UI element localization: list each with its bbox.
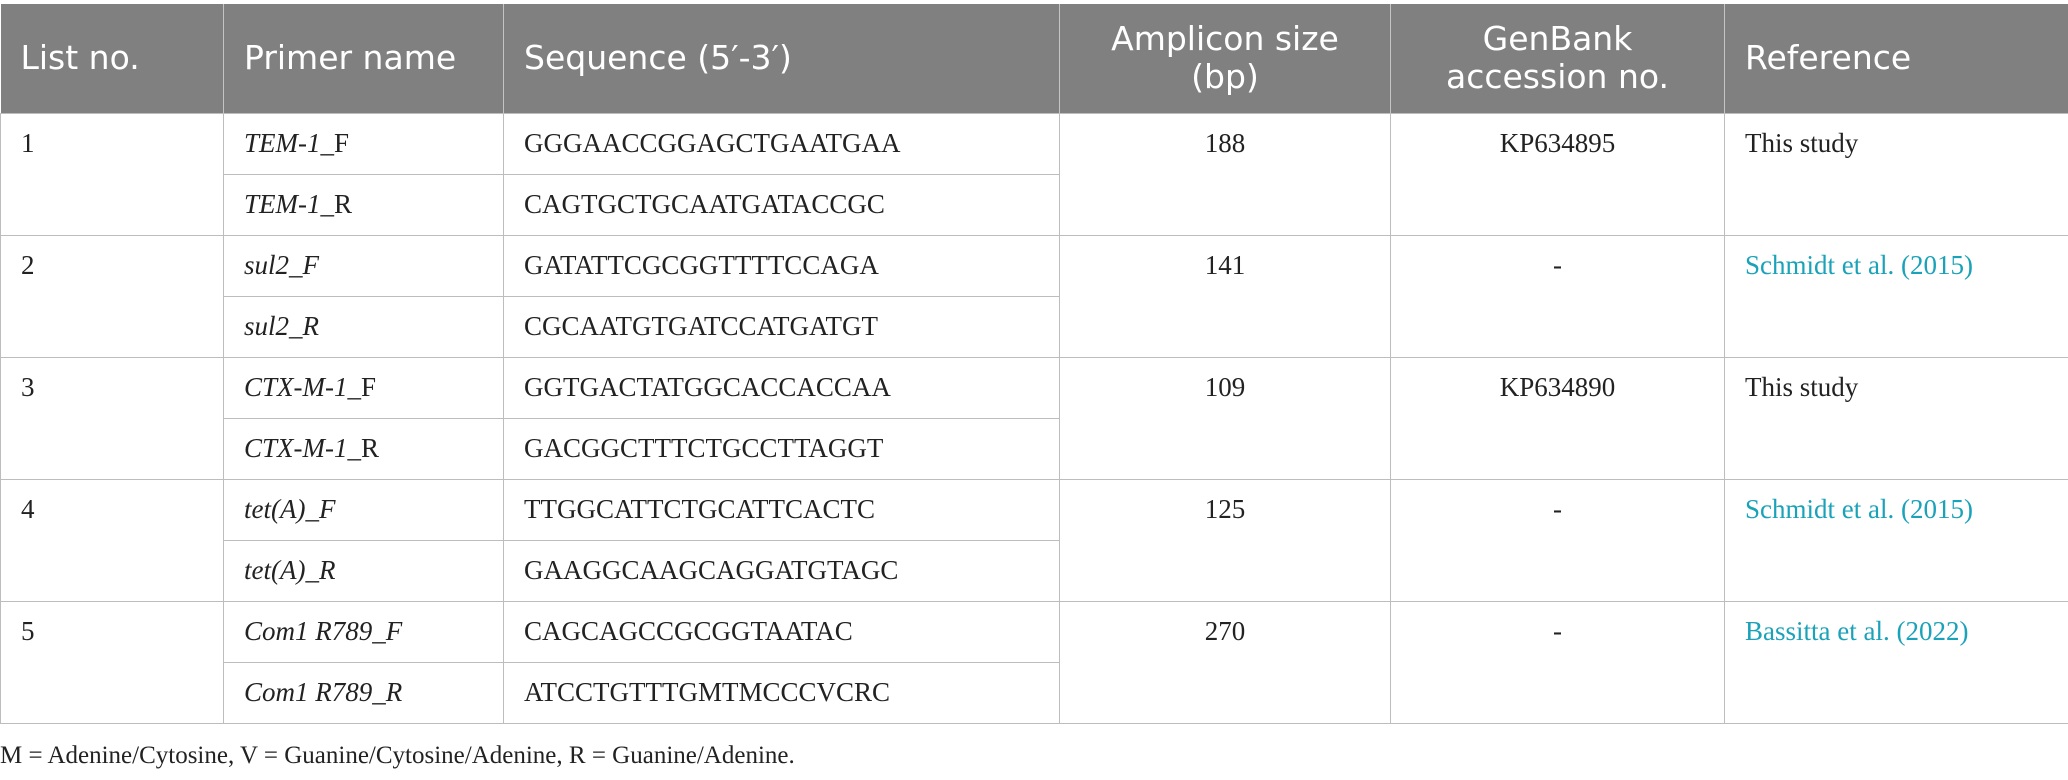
table-row: 2 sul2_F GATATTCGCGGTTTTCCAGA 141- Schmidt e… xyxy=(0,234,2068,358)
primer-gene-name: sul2 xyxy=(244,250,290,280)
cell-reference: Bassitta et al. (2022) xyxy=(1724,600,2068,724)
cell-amplicon-size: 270 xyxy=(1059,600,1391,724)
header-amplicon-line-1: Amplicon size xyxy=(1111,19,1339,59)
cell-list-no: 5 xyxy=(0,600,224,724)
cell-primer-name: TEM-1_F xyxy=(223,112,504,175)
cell-genbank-accession: - xyxy=(1390,600,1725,724)
primer-table-container: List no. Primer name Sequence (5′-3′) Am… xyxy=(0,4,2068,724)
cell-primer-name: sul2_R xyxy=(223,295,504,358)
cell-primer-name: CTX-M-1_R xyxy=(223,417,504,480)
cell-primer-name: Com1 R789_R xyxy=(223,661,504,724)
primer-gene-name: sul2 xyxy=(244,311,290,341)
cell-list-no: 3 xyxy=(0,356,224,480)
cell-amplicon-size: 141 xyxy=(1059,234,1391,358)
primer-direction-suffix: _F xyxy=(347,372,377,402)
table-row: Com1 R789_R ATCCTGTTTGMTMCCCVCRC xyxy=(1,661,2068,724)
header-primer-name: Primer name xyxy=(223,4,504,113)
header-amplicon-size: Amplicon size (bp) xyxy=(1059,4,1391,113)
primer-direction-suffix: _F xyxy=(320,128,350,158)
primer-direction-suffix: _F xyxy=(289,250,320,280)
cell-sequence: GGTGACTATGGCACCACCAA xyxy=(503,356,1060,419)
cell-primer-name: sul2_F xyxy=(223,234,504,297)
cell-list-no: 1 xyxy=(0,112,224,236)
header-sequence: Sequence (5′-3′) xyxy=(503,4,1060,113)
cell-sequence: CAGCAGCCGCGGTAATAC xyxy=(503,600,1060,663)
cell-sequence: TTGGCATTCTGCATTCACTC xyxy=(503,478,1060,541)
cell-reference: This study xyxy=(1724,112,2068,236)
table-row: CTX-M-1_R GACGGCTTTCTGCCTTAGGT xyxy=(1,417,2068,480)
reference-link[interactable]: Schmidt et al. (2015) xyxy=(1745,249,1973,280)
header-genbank-line-1: GenBank xyxy=(1482,19,1633,59)
primer-direction-suffix: _R xyxy=(320,189,353,219)
cell-primer-name: tet(A)_F xyxy=(223,478,504,541)
cell-amplicon-size: 125 xyxy=(1059,478,1391,602)
cell-sequence: GGGAACCGGAGCTGAATGAA xyxy=(503,112,1060,175)
primer-gene-name: TEM-1 xyxy=(244,128,321,158)
primer-gene-name: CTX-M-1 xyxy=(244,372,348,402)
table-row: 4 tet(A)_F TTGGCATTCTGCATTCACTC 125- Schmidt… xyxy=(0,478,2068,602)
cell-genbank-accession: - xyxy=(1390,478,1725,602)
cell-primer-name: TEM-1_R xyxy=(223,173,504,236)
cell-genbank-accession: KP634890 xyxy=(1390,356,1725,480)
cell-amplicon-size: 188 xyxy=(1059,112,1391,236)
cell-list-no: 2 xyxy=(0,234,224,358)
cell-reference: This study xyxy=(1724,356,2068,480)
reference-text: This study xyxy=(1745,127,1859,158)
table-footnote: M = Adenine/Cytosine, V = Guanine/Cytosi… xyxy=(0,742,795,769)
table-row: 1 TEM-1_F GGGAACCGGAGCTGAATGAA 188 KP634895 T… xyxy=(0,112,2068,236)
primer-gene-name: Com1 R789 xyxy=(244,677,373,707)
primer-direction-suffix: _R xyxy=(289,311,320,341)
primer-direction-suffix: _R xyxy=(305,555,336,585)
cell-sequence: ATCCTGTTTGMTMCCCVCRC xyxy=(503,661,1060,724)
cell-primer-name: Com1 R789_F xyxy=(223,600,504,663)
primer-table: List no. Primer name Sequence (5′-3′) Am… xyxy=(0,4,2068,724)
table-row: 3 CTX-M-1_F GGTGACTATGGCACCACCAA 109 KP63489… xyxy=(0,356,2068,480)
primer-direction-suffix: _R xyxy=(372,677,403,707)
table-row: 5 Com1 R789_F CAGCAGCCGCGGTAATAC 270- Bassit… xyxy=(0,600,2068,724)
cell-genbank-accession: - xyxy=(1390,234,1725,358)
cell-reference: Schmidt et al. (2015) xyxy=(1724,478,2068,602)
header-amplicon-line-2: (bp) xyxy=(1191,57,1259,97)
cell-sequence: CAGTGCTGCAATGATACCGC xyxy=(503,173,1060,236)
cell-sequence: CGCAATGTGATCCATGATGT xyxy=(503,295,1060,358)
cell-sequence: GAAGGCAAGCAGGATGTAGC xyxy=(503,539,1060,602)
primer-gene-name: tet(A) xyxy=(244,494,306,524)
header-reference: Reference xyxy=(1724,4,2068,113)
cell-reference: Schmidt et al. (2015) xyxy=(1724,234,2068,358)
cell-amplicon-size: 109 xyxy=(1059,356,1391,480)
cell-list-no: 4 xyxy=(0,478,224,602)
cell-genbank-accession: KP634895 xyxy=(1390,112,1725,236)
header-list-no: List no. xyxy=(0,4,224,113)
header-genbank: GenBank accession no. xyxy=(1390,4,1725,113)
reference-text: This study xyxy=(1745,371,1859,402)
primer-gene-name: tet(A) xyxy=(244,555,306,585)
cell-sequence: GATATTCGCGGTTTTCCAGA xyxy=(503,234,1060,297)
primer-direction-suffix: _F xyxy=(372,616,403,646)
primer-gene-name: TEM-1 xyxy=(244,189,321,219)
header-row: List no. Primer name Sequence (5′-3′) Am… xyxy=(0,4,2068,113)
reference-link[interactable]: Bassitta et al. (2022) xyxy=(1745,615,1969,646)
header-genbank-line-2: accession no. xyxy=(1446,57,1669,97)
primer-gene-name: Com1 R789 xyxy=(244,616,373,646)
primer-direction-suffix: _F xyxy=(305,494,336,524)
table-row: tet(A)_R GAAGGCAAGCAGGATGTAGC xyxy=(1,539,2068,602)
reference-link[interactable]: Schmidt et al. (2015) xyxy=(1745,493,1973,524)
primer-direction-suffix: _R xyxy=(347,433,380,463)
cell-sequence: GACGGCTTTCTGCCTTAGGT xyxy=(503,417,1060,480)
cell-primer-name: tet(A)_R xyxy=(223,539,504,602)
primer-gene-name: CTX-M-1 xyxy=(244,433,348,463)
table-body: 1 TEM-1_F GGGAACCGGAGCTGAATGAA 188 KP634895 T… xyxy=(0,112,2068,724)
cell-primer-name: CTX-M-1_F xyxy=(223,356,504,419)
